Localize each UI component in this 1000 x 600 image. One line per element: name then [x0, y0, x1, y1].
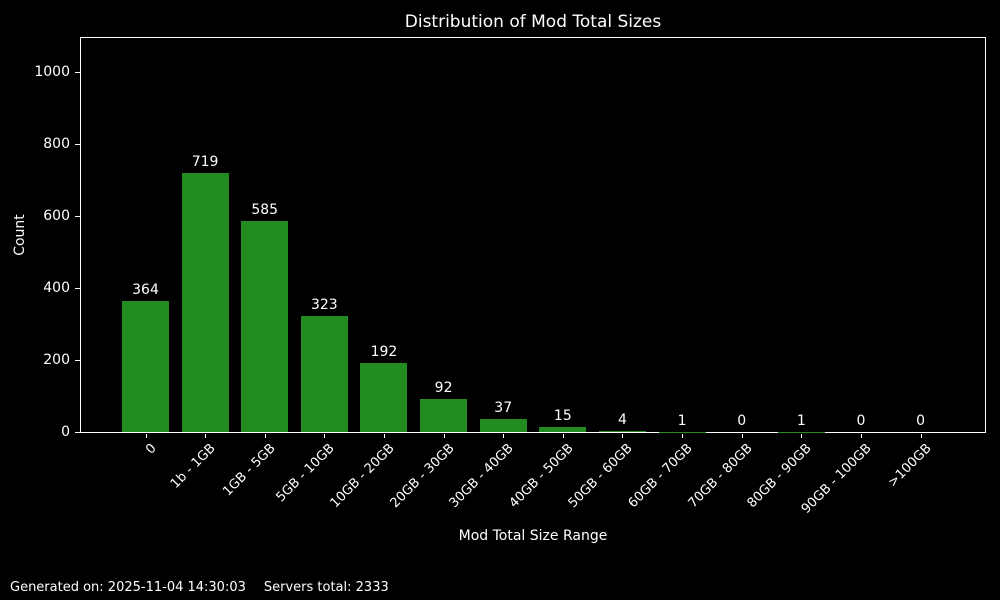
- chart-title: Distribution of Mod Total Sizes: [404, 12, 662, 32]
- bar: [479, 418, 527, 432]
- bar: [122, 300, 169, 432]
- y-tick-label: 400: [43, 279, 70, 296]
- x-tick-label: 5GB - 10GB: [273, 441, 338, 506]
- x-tick-label: >100GB: [884, 441, 935, 491]
- x-tick-label: 0: [142, 441, 160, 458]
- bar: [598, 430, 646, 432]
- plot-area: 364 719 585 323 192 92 37 15 4 1 0 1 0 0: [80, 37, 986, 433]
- y-tick-label: 1000: [34, 63, 70, 80]
- bar-value-label: 364: [132, 281, 159, 298]
- footer-servers-total: Servers total: 2333: [263, 580, 389, 595]
- x-tick-mark: [622, 434, 624, 438]
- bar-value-label: 4: [617, 411, 627, 428]
- bar: [181, 173, 229, 432]
- y-tick-label: 800: [43, 135, 70, 152]
- x-tick-mark: [801, 434, 803, 438]
- bar: [300, 315, 348, 432]
- y-tick-label: 200: [43, 351, 70, 368]
- y-tick-mark: [75, 432, 80, 433]
- footer: Generated on: 2025-11-04 14:30:03 Server…: [10, 580, 389, 595]
- bar-value-label: 92: [434, 379, 453, 396]
- x-tick-label: 1b - 1GB: [167, 441, 219, 492]
- x-tick-mark: [682, 434, 684, 438]
- x-tick-mark: [324, 434, 326, 438]
- y-tick-mark: [75, 143, 80, 145]
- x-tick-mark: [205, 434, 207, 438]
- y-tick-mark: [75, 215, 80, 217]
- x-tick-mark: [264, 434, 266, 438]
- y-tick-mark: [75, 71, 80, 73]
- footer-generated-timestamp: Generated on: 2025-11-04 14:30:03: [10, 580, 246, 595]
- bar-value-label: 719: [191, 154, 219, 171]
- y-tick-mark: [75, 287, 80, 289]
- bar-value-label: 323: [310, 296, 338, 313]
- bar-value-label: 1: [677, 412, 687, 429]
- x-tick-mark: [741, 434, 743, 438]
- bar-value-label: 15: [553, 407, 572, 424]
- y-tick-label: 0: [61, 424, 70, 440]
- x-tick-mark: [920, 434, 922, 438]
- y-tick-mark: [75, 359, 80, 361]
- bar: [360, 362, 408, 432]
- bar-value-label: 0: [856, 413, 866, 429]
- bar-value-label: 37: [494, 399, 513, 416]
- bar-value-label: 0: [737, 413, 747, 429]
- bar: [241, 221, 289, 432]
- x-tick-mark: [562, 434, 564, 438]
- x-tick-mark: [860, 434, 862, 438]
- bar-value-label: 0: [916, 413, 925, 429]
- x-tick-mark: [145, 434, 147, 438]
- bar-value-label: 585: [251, 202, 279, 219]
- y-tick-label: 600: [43, 207, 70, 224]
- bar-value-label: 1: [796, 412, 806, 429]
- x-tick-label: 1GB - 5GB: [220, 441, 279, 500]
- bar-value-label: 192: [370, 343, 398, 360]
- x-tick-mark: [383, 434, 385, 438]
- x-axis-label: Mod Total Size Range: [458, 528, 608, 544]
- bar: [420, 398, 468, 432]
- x-tick-mark: [503, 434, 505, 438]
- x-tick-mark: [443, 434, 445, 438]
- bar: [539, 426, 587, 432]
